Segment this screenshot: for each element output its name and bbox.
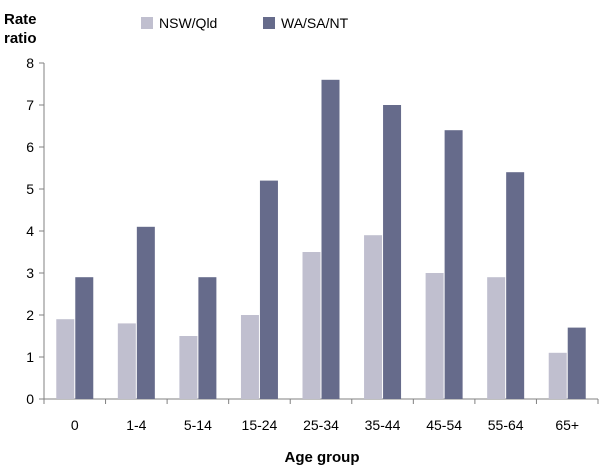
bar-wa-sa-nt-45-54: [444, 130, 463, 399]
x-tick-label: 5-14: [184, 417, 212, 433]
legend: NSW/Qld WA/SA/NT: [141, 15, 349, 31]
x-tick-label: 45-54: [426, 417, 462, 433]
y-tick-label: 2: [26, 307, 34, 323]
bar-wa-sa-nt-55-64: [506, 172, 525, 399]
y-tick-label: 7: [26, 97, 34, 113]
y-tick-label: 1: [26, 349, 34, 365]
bar-nsw-qld-5-14: [179, 336, 198, 399]
bar-wa-sa-nt-0: [75, 277, 94, 399]
bar-nsw-qld-15-24: [240, 315, 259, 399]
x-tick-label: 1-4: [126, 417, 146, 433]
bar-nsw-qld-35-44: [364, 235, 383, 399]
x-tick-label: 35-44: [365, 417, 401, 433]
bar-nsw-qld-45-54: [425, 273, 444, 399]
bar-nsw-qld-0: [56, 319, 75, 399]
bar-wa-sa-nt-35-44: [383, 105, 402, 399]
bar-wa-sa-nt-65-: [567, 327, 586, 399]
plot-area: 0 1 2 3 4 5 6 7 8 0 1-4 5-14 15-24 25-34 35-44 45-54 55-…: [26, 55, 599, 433]
bar-wa-sa-nt-15-24: [259, 180, 278, 399]
y-tick-label: 8: [26, 55, 34, 71]
bar-nsw-qld-25-34: [302, 252, 321, 399]
y-tick-label: 4: [26, 223, 34, 239]
bar-nsw-qld-55-64: [487, 277, 506, 399]
bar-wa-sa-nt-1-4: [136, 226, 155, 399]
y-tick-label: 6: [26, 139, 34, 155]
bar-nsw-qld-65-: [548, 352, 567, 399]
bar-wa-sa-nt-25-34: [321, 79, 340, 400]
legend-swatch-wa-sa-nt: [263, 17, 275, 29]
y-axis-title-line1: Rate: [4, 11, 37, 28]
x-tick-label: 25-34: [303, 417, 339, 433]
bar-nsw-qld-1-4: [117, 323, 136, 399]
y-tick-label: 0: [26, 391, 34, 407]
legend-label-wa-sa-nt: WA/SA/NT: [281, 15, 349, 31]
y-axis-title-line2: ratio: [4, 30, 37, 47]
legend-swatch-nsw-qld: [141, 17, 153, 29]
x-tick-label: 65+: [555, 417, 579, 433]
x-tick-label: 15-24: [242, 417, 278, 433]
y-tick-label: 3: [26, 265, 34, 281]
bar-wa-sa-nt-5-14: [198, 277, 217, 399]
y-tick-label: 5: [26, 181, 34, 197]
x-tick-label: 0: [71, 417, 79, 433]
x-axis-title: Age group: [285, 449, 360, 466]
legend-label-nsw-qld: NSW/Qld: [159, 15, 217, 31]
x-tick-label: 55-64: [488, 417, 524, 433]
